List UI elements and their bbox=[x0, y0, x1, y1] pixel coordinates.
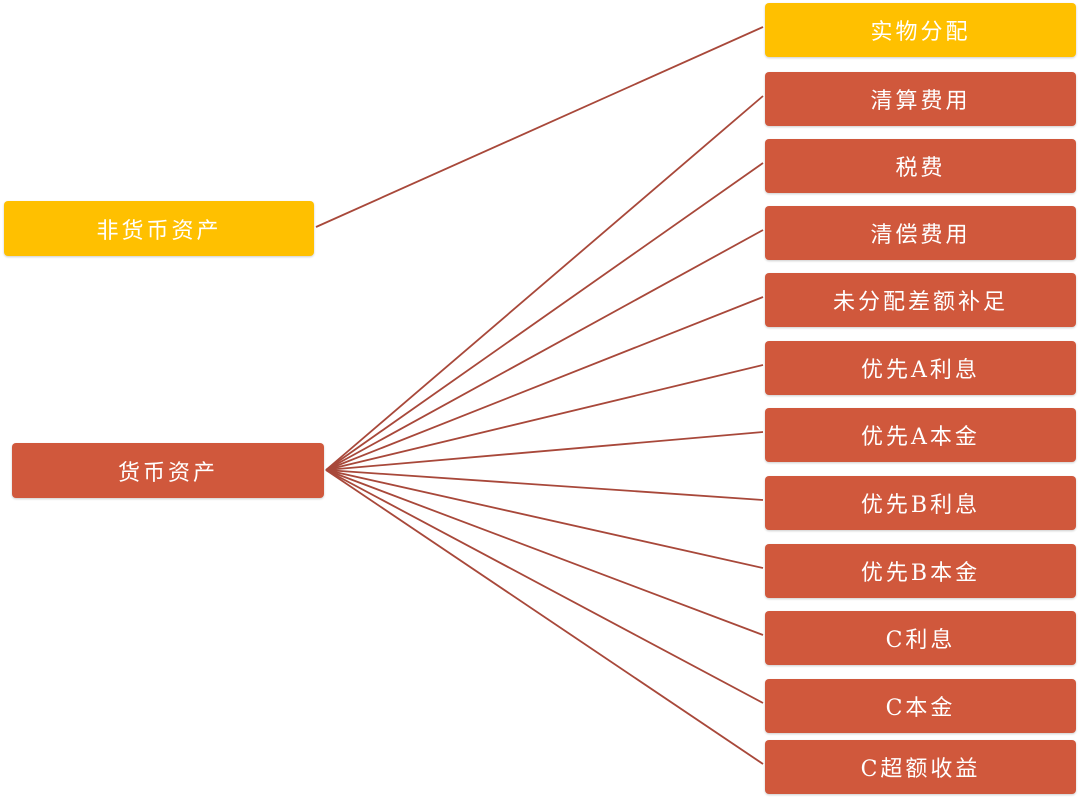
connector-line bbox=[325, 95, 764, 471]
target-node: C利息 bbox=[765, 611, 1076, 665]
target-node: C超额收益 bbox=[765, 740, 1076, 794]
connector-line bbox=[325, 469, 764, 501]
target-node: 清偿费用 bbox=[765, 206, 1076, 260]
target-node: 优先B本金 bbox=[765, 544, 1076, 598]
connector-line bbox=[325, 162, 764, 471]
target-node: 税费 bbox=[765, 139, 1076, 193]
connector-line bbox=[325, 469, 764, 765]
connector-line bbox=[325, 431, 764, 471]
target-node: 实物分配 bbox=[765, 3, 1076, 57]
target-node: 优先B利息 bbox=[765, 476, 1076, 530]
connector-line bbox=[325, 296, 764, 471]
target-node: 优先A本金 bbox=[765, 408, 1076, 462]
source-node-non-monetary-assets: 非货币资产 bbox=[4, 201, 314, 256]
connector-line bbox=[325, 469, 764, 704]
source-node-monetary-assets: 货币资产 bbox=[12, 443, 324, 498]
connector-line bbox=[325, 469, 764, 569]
connector-line bbox=[315, 26, 764, 228]
target-node: 优先A利息 bbox=[765, 341, 1076, 395]
connector-line bbox=[325, 229, 764, 471]
target-node: 未分配差额补足 bbox=[765, 273, 1076, 327]
connector-line bbox=[325, 364, 764, 471]
target-node: C本金 bbox=[765, 679, 1076, 733]
target-node: 清算费用 bbox=[765, 72, 1076, 126]
connector-line bbox=[325, 469, 764, 636]
